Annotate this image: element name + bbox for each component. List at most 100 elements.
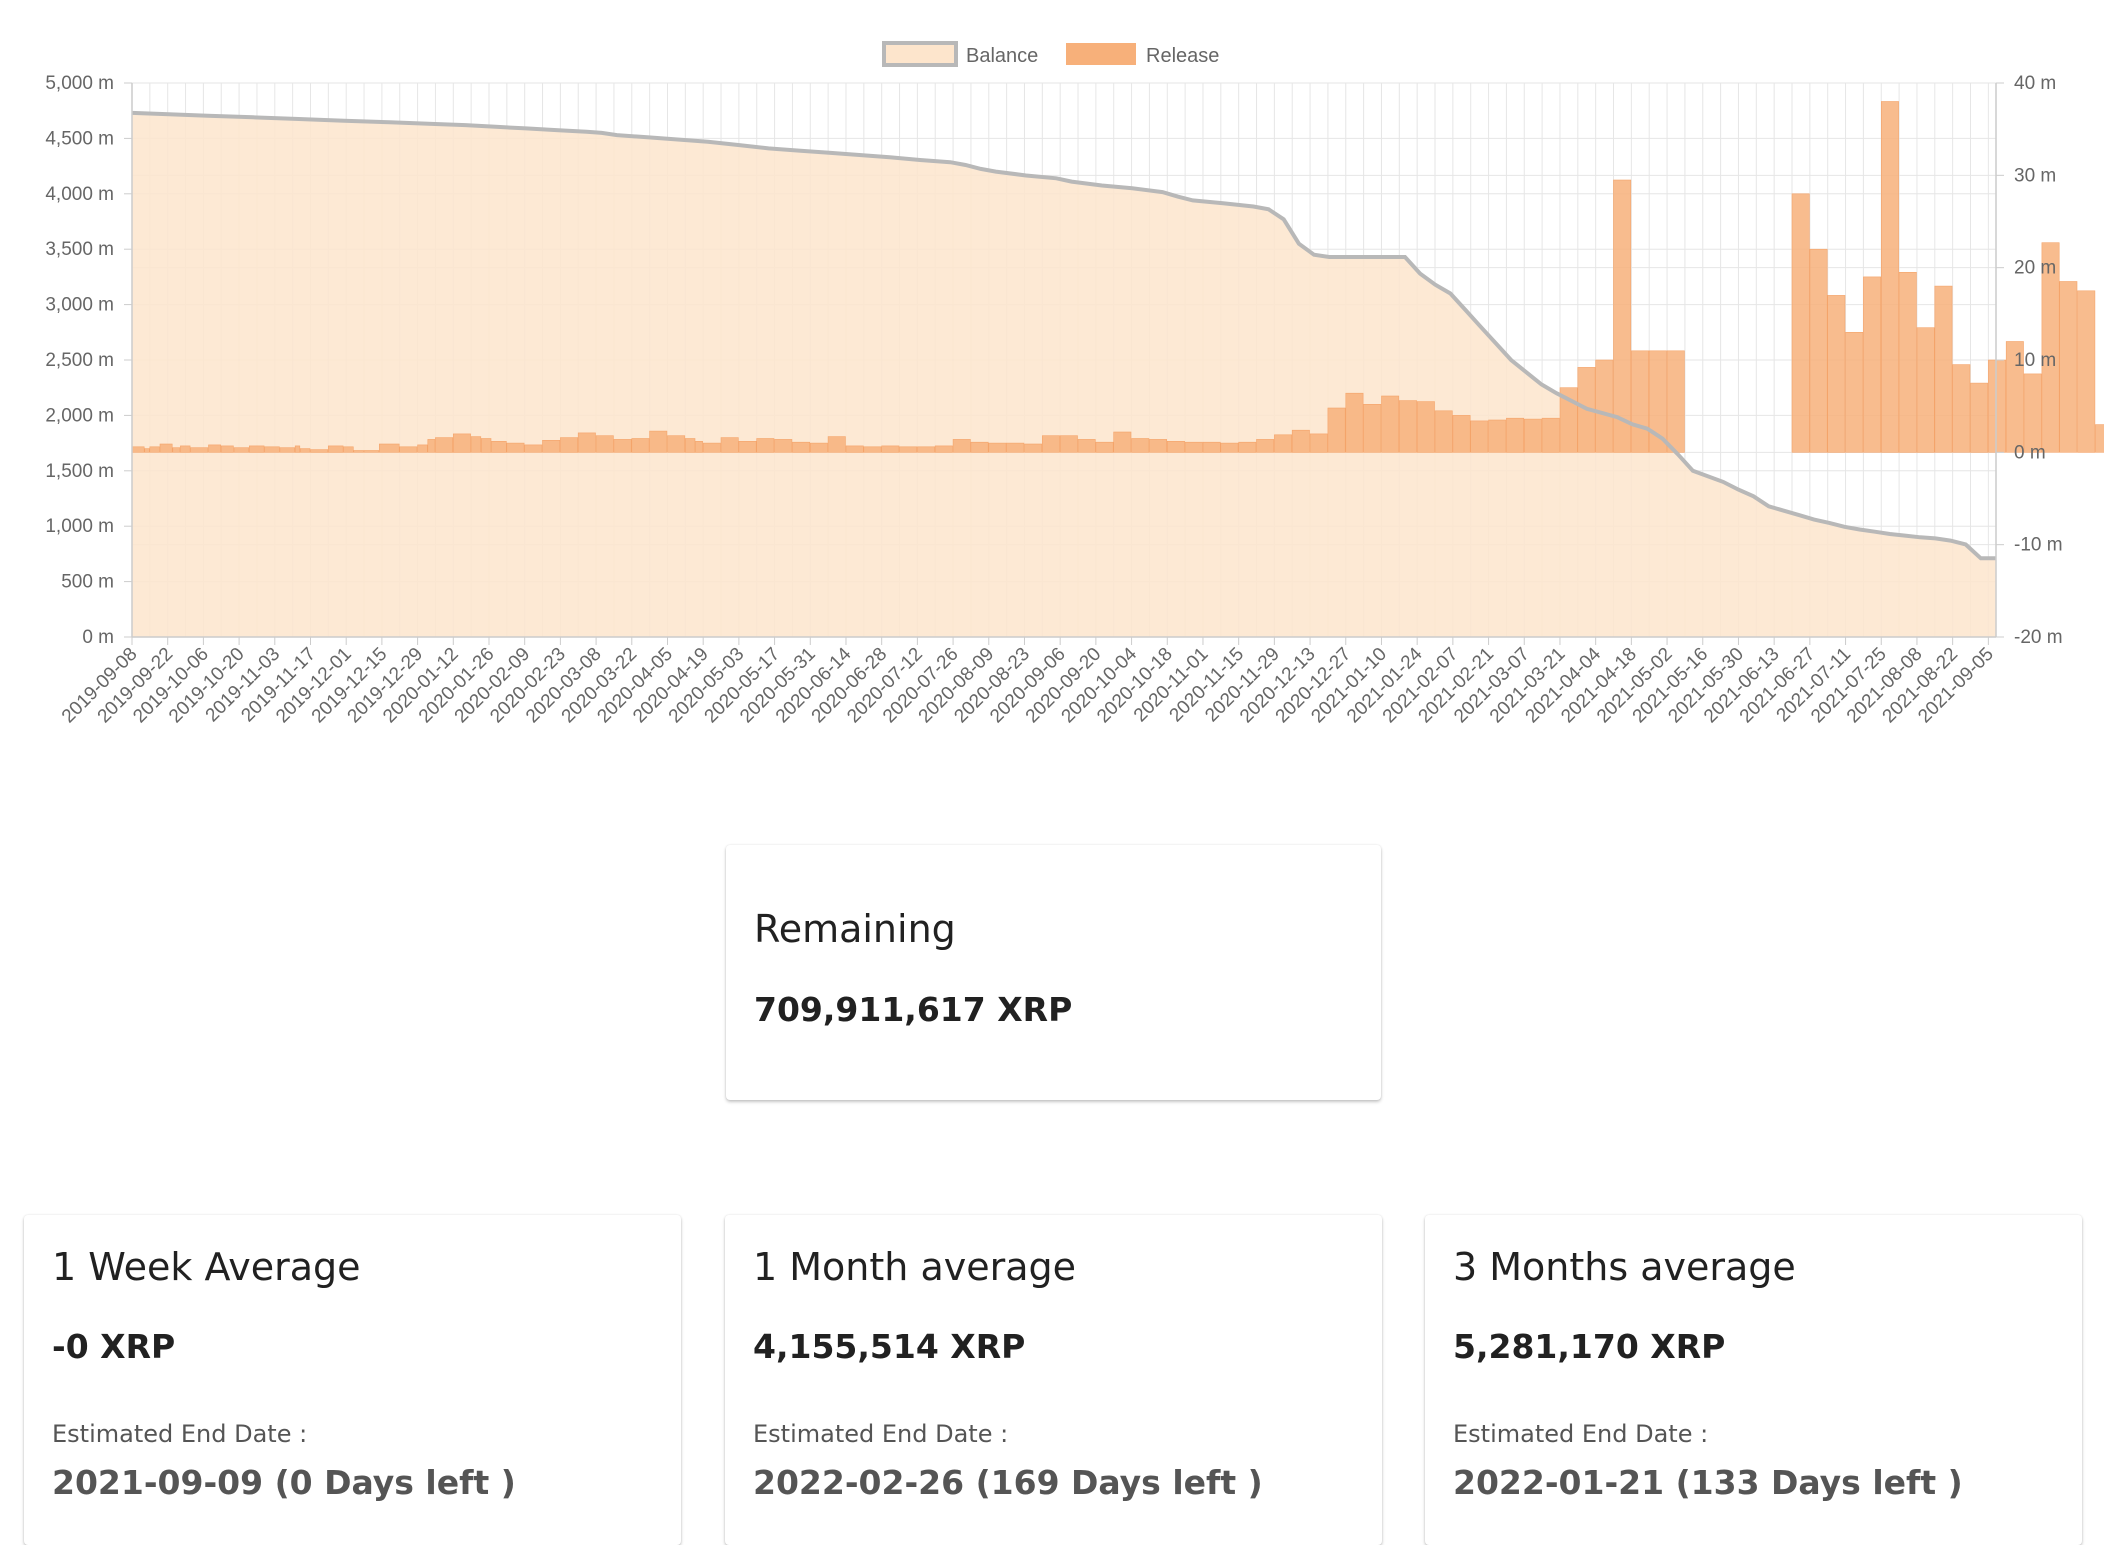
- release-bar[interactable]: [1631, 350, 1650, 453]
- release-bar[interactable]: [1934, 285, 1953, 453]
- release-bar[interactable]: [1024, 443, 1043, 453]
- release-bar[interactable]: [809, 442, 828, 453]
- release-bar[interactable]: [1113, 431, 1132, 453]
- release-bar[interactable]: [310, 449, 329, 453]
- release-bar[interactable]: [738, 440, 757, 453]
- release-bar[interactable]: [613, 439, 632, 453]
- release-bar[interactable]: [480, 438, 492, 453]
- release-bar[interactable]: [299, 448, 311, 453]
- release-bar[interactable]: [2023, 373, 2042, 453]
- release-bar[interactable]: [172, 447, 181, 453]
- release-bar[interactable]: [233, 447, 250, 453]
- release-bar[interactable]: [417, 444, 428, 453]
- release-bar[interactable]: [1648, 350, 1667, 453]
- release-bar[interactable]: [1988, 359, 2007, 453]
- release-bar[interactable]: [881, 445, 900, 453]
- release-bar[interactable]: [899, 446, 918, 453]
- release-bar[interactable]: [1345, 392, 1364, 453]
- release-bar[interactable]: [1881, 101, 1899, 453]
- legend-swatch-release[interactable]: [1066, 43, 1136, 65]
- release-bar[interactable]: [1042, 435, 1060, 453]
- release-bar[interactable]: [560, 437, 579, 453]
- release-bar[interactable]: [952, 439, 971, 453]
- release-bar[interactable]: [452, 433, 471, 453]
- legend-label-balance[interactable]: Balance: [966, 45, 1038, 67]
- release-bar[interactable]: [279, 447, 295, 453]
- release-bar[interactable]: [1327, 407, 1346, 453]
- release-bar[interactable]: [1131, 438, 1150, 453]
- release-bar[interactable]: [1845, 331, 1864, 453]
- release-bar[interactable]: [1970, 382, 1989, 453]
- release-bar[interactable]: [264, 446, 280, 453]
- release-bar[interactable]: [595, 435, 614, 453]
- release-bar[interactable]: [491, 440, 507, 453]
- release-bar[interactable]: [863, 446, 882, 453]
- release-bar[interactable]: [774, 439, 793, 453]
- release-bar[interactable]: [149, 446, 160, 453]
- release-bar[interactable]: [988, 442, 1007, 453]
- release-bar[interactable]: [1274, 434, 1293, 453]
- release-bar[interactable]: [1399, 400, 1417, 453]
- release-bar[interactable]: [1452, 415, 1471, 453]
- release-bar[interactable]: [934, 445, 953, 453]
- release-bar[interactable]: [1184, 441, 1203, 453]
- release-bar[interactable]: [524, 444, 543, 453]
- release-bar[interactable]: [353, 450, 364, 453]
- release-bar[interactable]: [1916, 327, 1935, 453]
- release-bar[interactable]: [1898, 271, 1917, 453]
- release-bar[interactable]: [506, 442, 525, 453]
- legend-swatch-balance[interactable]: [882, 41, 958, 67]
- release-bar[interactable]: [667, 435, 686, 453]
- release-bar[interactable]: [1149, 439, 1168, 453]
- release-bar[interactable]: [190, 447, 209, 453]
- release-bar[interactable]: [1167, 440, 1185, 453]
- release-bar[interactable]: [1202, 441, 1221, 453]
- release-bar[interactable]: [1666, 350, 1685, 453]
- release-bar[interactable]: [363, 450, 380, 453]
- release-bar[interactable]: [1416, 401, 1435, 453]
- release-bar[interactable]: [827, 436, 846, 453]
- release-bar[interactable]: [1863, 276, 1882, 453]
- release-bar[interactable]: [1809, 248, 1828, 453]
- release-bar[interactable]: [1095, 441, 1114, 453]
- release-bar[interactable]: [792, 441, 811, 453]
- release-bar[interactable]: [2095, 424, 2104, 453]
- release-bar[interactable]: [1220, 442, 1239, 453]
- release-bar[interactable]: [649, 430, 668, 453]
- release-bar[interactable]: [131, 446, 145, 453]
- release-bar[interactable]: [720, 437, 739, 453]
- release-bar[interactable]: [220, 445, 234, 453]
- legend-label-release[interactable]: Release: [1146, 45, 1219, 67]
- release-bar[interactable]: [756, 438, 775, 453]
- release-bar[interactable]: [695, 440, 703, 453]
- release-bar[interactable]: [1434, 410, 1453, 453]
- release-bar[interactable]: [1952, 364, 1971, 453]
- release-bar[interactable]: [577, 432, 596, 453]
- release-bar[interactable]: [1470, 420, 1489, 453]
- release-bar[interactable]: [845, 445, 864, 453]
- release-bar[interactable]: [542, 439, 561, 453]
- release-bar[interactable]: [1363, 403, 1382, 453]
- release-bar[interactable]: [1256, 439, 1275, 453]
- release-bar[interactable]: [435, 437, 453, 453]
- release-bar[interactable]: [1827, 295, 1846, 453]
- release-bar[interactable]: [470, 436, 482, 453]
- release-bar[interactable]: [1238, 441, 1257, 453]
- release-bar[interactable]: [702, 442, 721, 453]
- release-bar[interactable]: [631, 438, 650, 453]
- release-bar[interactable]: [1006, 442, 1025, 453]
- release-bar[interactable]: [2041, 242, 2060, 453]
- release-bar[interactable]: [2059, 281, 2078, 453]
- release-bar[interactable]: [208, 444, 221, 453]
- release-bar[interactable]: [684, 438, 696, 453]
- release-bar[interactable]: [1488, 419, 1507, 453]
- release-bar[interactable]: [159, 443, 173, 453]
- release-bar[interactable]: [1595, 359, 1614, 453]
- release-bar[interactable]: [1309, 433, 1328, 453]
- release-bar[interactable]: [180, 445, 191, 453]
- release-bar[interactable]: [1613, 179, 1632, 453]
- release-bar[interactable]: [1291, 429, 1310, 453]
- release-bar[interactable]: [1059, 435, 1078, 453]
- release-bar[interactable]: [327, 445, 344, 453]
- release-bar[interactable]: [343, 446, 354, 453]
